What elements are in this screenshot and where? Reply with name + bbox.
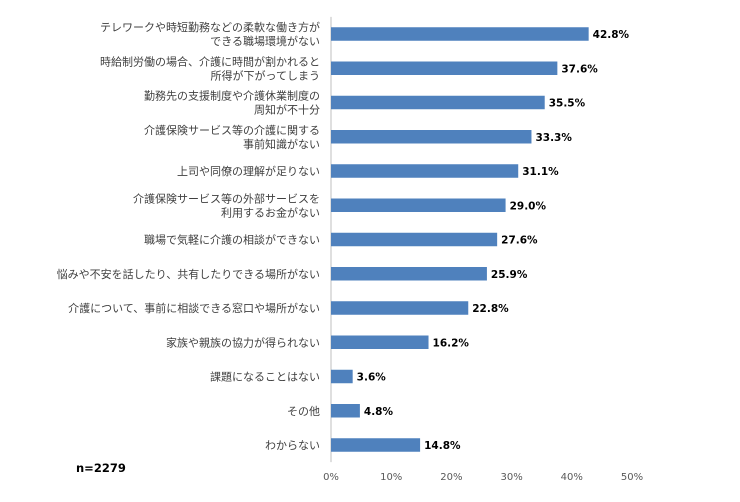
bar xyxy=(331,438,421,452)
bar-value-label: 22.8% xyxy=(472,303,509,315)
x-tick-labels-group: 0% 10% 20% 30% 40% 50% xyxy=(323,472,643,483)
value-labels-group: 42.8% 37.6% 35.5% 33.3% 31.1% 29.0% 27.6% 25.9%… xyxy=(357,29,630,452)
bar-value-label: 35.5% xyxy=(549,98,586,110)
x-tick-label: 20% xyxy=(440,472,462,483)
bar-value-label: 14.8% xyxy=(424,440,461,452)
x-tick-label: 0% xyxy=(323,472,339,483)
bar-value-label: 33.3% xyxy=(535,132,572,144)
bar-value-label: 3.6% xyxy=(357,372,387,384)
bar-value-label: 37.6% xyxy=(561,63,598,75)
bar xyxy=(331,27,589,41)
bar xyxy=(331,335,429,349)
bar-value-label: 31.1% xyxy=(522,166,559,178)
category-label: 勤務先の支援制度や介護休業制度の周知が不十分 xyxy=(144,89,320,117)
category-label: その他 xyxy=(287,405,320,418)
category-label: 職場で気軽に介護の相談ができない xyxy=(144,233,320,247)
bar-value-label: 29.0% xyxy=(510,200,547,212)
bar xyxy=(331,232,498,247)
bar xyxy=(331,404,360,418)
bar xyxy=(331,95,545,110)
bar-value-label: 27.6% xyxy=(501,235,538,247)
x-tick-label: 50% xyxy=(621,472,643,483)
bar xyxy=(331,301,469,315)
x-tick-label: 30% xyxy=(500,472,522,483)
category-label: テレワークや時短勤務などの柔軟な働き方ができる職場環境がない xyxy=(100,20,320,48)
bar-value-label: 25.9% xyxy=(491,269,528,281)
sample-size-note: n=2279 xyxy=(76,461,126,475)
category-label: 上司や同僚の理解が足りない xyxy=(177,164,320,178)
bar xyxy=(331,267,487,281)
bar xyxy=(331,369,353,384)
x-tick-label: 10% xyxy=(380,472,402,483)
category-label: 家族や親族の協力が得られない xyxy=(166,335,320,349)
category-label: 介護保険サービス等の外部サービスを利用するお金がない xyxy=(133,191,320,219)
category-label: わからない xyxy=(265,439,320,452)
bar-value-label: 42.8% xyxy=(593,29,630,41)
x-tick-label: 40% xyxy=(561,472,583,483)
bar-value-label: 4.8% xyxy=(364,406,394,418)
category-labels-group: テレワークや時短勤務などの柔軟な働き方ができる職場環境がない時給制労働の場合、介… xyxy=(57,20,320,452)
bar xyxy=(331,61,558,75)
bar-value-label: 16.2% xyxy=(433,337,470,349)
category-label: 時給制労働の場合、介護に時間が割かれると所得が下がってしまう xyxy=(100,54,320,82)
category-label: 介護について、事前に相談できる窓口や場所がない xyxy=(68,301,320,315)
category-label: 課題になることはない xyxy=(210,370,320,384)
category-label: 介護保険サービス等の介護に関する事前知識がない xyxy=(144,123,320,151)
bar xyxy=(331,198,506,212)
bars-group xyxy=(331,27,589,452)
bar xyxy=(331,130,532,144)
category-label: 悩みや不安を話したり、共有したりできる場所がない xyxy=(57,267,320,281)
bar xyxy=(331,164,519,178)
